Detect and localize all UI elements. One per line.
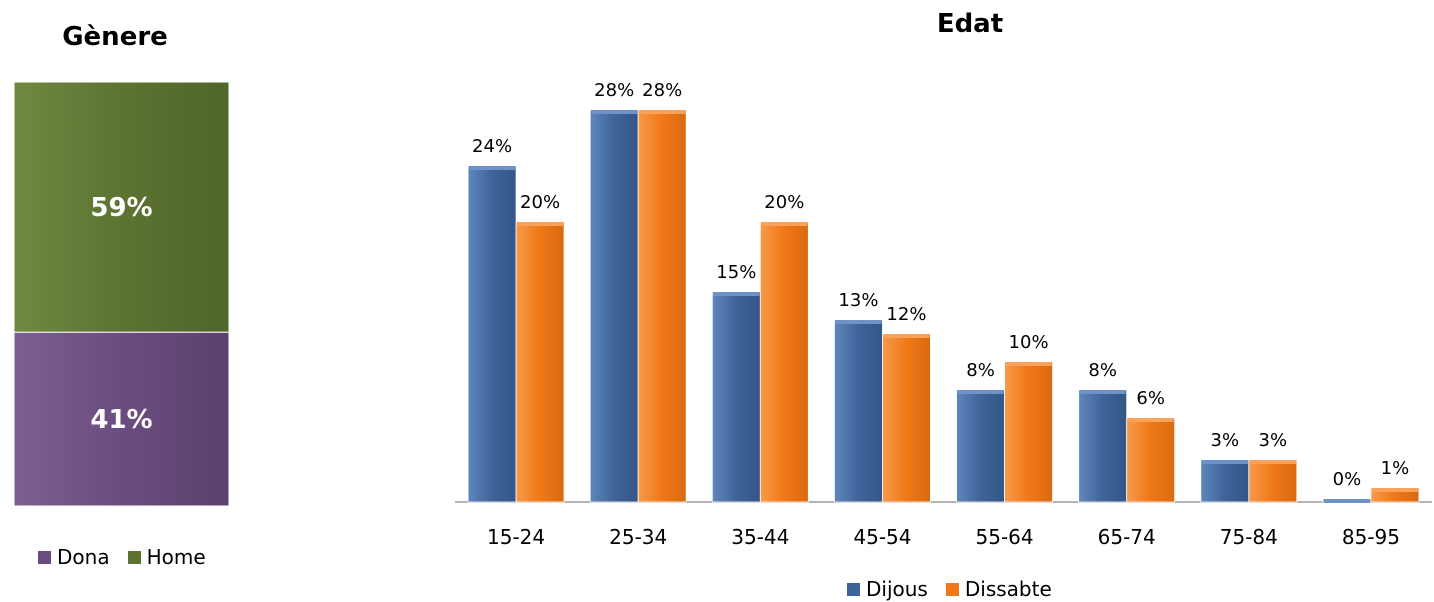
bar-cap-dijous-35-44 [713, 292, 760, 296]
bar-cap-dissabte-85-95 [1371, 488, 1418, 492]
gender-segment-home [13, 81, 230, 333]
gender-chart-title: Gènere [62, 22, 168, 52]
legend-label-dona: Dona [57, 545, 110, 569]
legend-swatch-dona [38, 550, 51, 564]
gender-segment-dona [13, 331, 230, 507]
legend-swatch-dijous [847, 582, 860, 596]
legend-swatch-home [127, 550, 141, 564]
data-label-dijous-85-95: 0% [1333, 469, 1362, 490]
x-tick-label-25-34: 25-34 [609, 525, 667, 549]
x-tick-label-45-54: 45-54 [853, 525, 911, 549]
legend-label-dijous: Dijous [866, 577, 928, 601]
bar-cap-dijous-45-54 [835, 320, 882, 324]
x-tick-label-35-44: 35-44 [731, 525, 789, 549]
x-tick-label-85-95: 85-95 [1342, 525, 1400, 549]
gender-segment-label-home: 59% [90, 193, 152, 223]
age-chart-title: Edat [936, 9, 1004, 39]
legend-item-dijous: Dijous [847, 577, 928, 601]
bar-cap-dijous-55-64 [957, 390, 1004, 394]
data-label-dissabte-85-95: 1% [1381, 458, 1410, 479]
bar-cap-dissabte-55-64 [1005, 362, 1052, 366]
data-label-dijous-75-84: 3% [1211, 430, 1240, 451]
bar-cap-dissabte-45-54 [883, 334, 930, 338]
data-label-dissabte-35-44: 20% [764, 192, 804, 213]
legend-item-dissabte: Dissabte [945, 577, 1052, 601]
legend-item-dona: Dona [38, 545, 110, 569]
data-label-dissabte-45-54: 12% [886, 304, 926, 325]
data-label-dijous-25-34: 28% [594, 80, 634, 101]
gender-segment-label-dona: 41% [90, 405, 152, 435]
bar-dissabte-45-54 [882, 333, 931, 503]
bar-dijous-75-84 [1200, 459, 1250, 503]
bar-dissabte-35-44 [759, 221, 809, 503]
bar-dijous-25-34 [589, 109, 639, 503]
data-label-dijous-65-74: 8% [1088, 360, 1117, 381]
x-tick-label-15-24: 15-24 [487, 525, 545, 549]
age-legend: Dijous Dissabte [847, 577, 1070, 601]
bar-dissabte-25-34 [637, 109, 687, 503]
bar-dijous-15-24 [467, 165, 517, 503]
x-tick-label-75-84: 75-84 [1220, 525, 1278, 549]
data-label-dissabte-75-84: 3% [1259, 430, 1288, 451]
legend-label-home: Home [146, 545, 206, 569]
data-label-dijous-55-64: 8% [966, 360, 995, 381]
bar-dijous-55-64 [956, 389, 1005, 503]
bar-cap-dissabte-15-24 [517, 222, 564, 226]
bar-cap-dissabte-65-74 [1127, 418, 1174, 422]
x-tick-label-55-64: 55-64 [976, 525, 1034, 549]
data-label-dissabte-55-64: 10% [1009, 332, 1049, 353]
data-label-dissabte-65-74: 6% [1136, 388, 1165, 409]
bar-cap-dijous-25-34 [591, 110, 638, 114]
bar-cap-dijous-15-24 [469, 166, 516, 170]
data-label-dijous-15-24: 24% [472, 136, 512, 157]
bar-dissabte-65-74 [1126, 417, 1176, 503]
data-label-dissabte-15-24: 20% [520, 192, 560, 213]
bar-dissabte-15-24 [515, 221, 565, 503]
bar-cap-dissabte-75-84 [1249, 460, 1296, 464]
x-tick-label-65-74: 65-74 [1098, 525, 1156, 549]
bar-dissabte-55-64 [1004, 361, 1053, 503]
bar-dissabte-75-84 [1248, 459, 1298, 503]
legend-swatch-dissabte [945, 582, 959, 596]
gender-legend: Dona Home [38, 545, 224, 569]
legend-label-dissabte: Dissabte [964, 577, 1052, 601]
data-label-dissabte-25-34: 28% [642, 80, 682, 101]
bar-cap-dissabte-25-34 [639, 110, 686, 114]
data-label-dijous-35-44: 15% [716, 262, 756, 283]
bar-dijous-45-54 [834, 319, 883, 503]
data-label-dijous-45-54: 13% [838, 290, 878, 311]
legend-item-home: Home [127, 545, 206, 569]
bar-cap-dissabte-35-44 [761, 222, 808, 226]
bar-cap-dijous-85-95 [1323, 499, 1370, 503]
bar-dijous-35-44 [711, 291, 761, 503]
bar-dijous-65-74 [1078, 389, 1128, 503]
bar-cap-dijous-75-84 [1201, 460, 1248, 464]
bar-cap-dijous-65-74 [1079, 390, 1126, 394]
